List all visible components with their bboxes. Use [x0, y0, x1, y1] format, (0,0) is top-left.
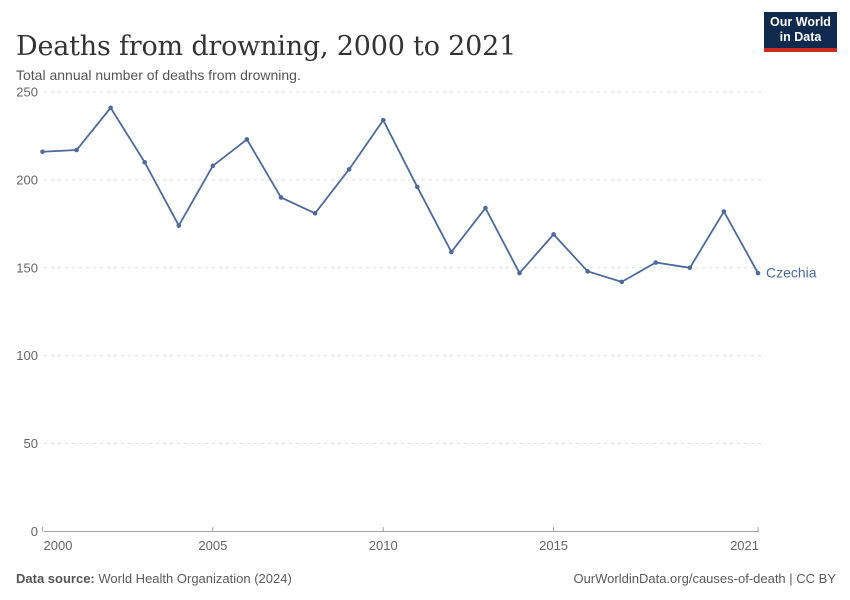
data-point[interactable] [278, 195, 284, 200]
series-czechia: Czechia [40, 105, 817, 285]
y-tick-label: 150 [16, 260, 38, 275]
data-point[interactable] [312, 211, 318, 216]
data-point[interactable] [483, 205, 488, 211]
data-source: Data source: World Health Organization (… [16, 571, 292, 586]
owid-logo[interactable]: Our World in Data [764, 12, 837, 52]
x-tick-label: 2010 [369, 538, 398, 553]
x-tick-label: 2015 [539, 538, 568, 553]
y-tick-label: 50 [24, 436, 38, 451]
y-tick-label: 250 [16, 85, 38, 100]
data-point[interactable] [449, 249, 454, 255]
data-point[interactable] [517, 270, 522, 276]
x-axis [42, 527, 759, 532]
y-tick-label: 100 [16, 348, 38, 363]
data-point[interactable] [687, 265, 693, 271]
data-point[interactable] [755, 270, 761, 276]
data-point[interactable] [346, 167, 352, 172]
x-tick-label: 2000 [44, 538, 73, 553]
data-point[interactable] [551, 232, 556, 237]
data-source-label: Data source: [16, 571, 95, 586]
data-source-text: World Health Organization (2024) [94, 571, 292, 586]
x-tick-label: 2005 [198, 538, 227, 553]
y-axis-labels: 0 50 100 150 200 250 [16, 85, 38, 540]
chart-footer: Data source: World Health Organization (… [0, 570, 850, 586]
data-point[interactable] [210, 163, 216, 169]
data-point[interactable] [721, 209, 727, 214]
x-axis-labels: 2000 2005 2010 2015 2021 [44, 538, 760, 553]
data-point[interactable] [585, 269, 590, 274]
data-point[interactable] [244, 137, 250, 142]
entity-label[interactable]: Czechia [766, 265, 817, 281]
attribution-link[interactable]: OurWorldinData.org/causes-of-death | CC … [573, 571, 836, 586]
data-point[interactable] [40, 149, 45, 155]
x-tick-label: 2021 [730, 538, 759, 553]
chart-subtitle: Total annual number of deaths from drown… [16, 67, 301, 83]
data-point[interactable] [108, 105, 113, 111]
data-point[interactable] [619, 279, 625, 285]
y-tick-label: 0 [31, 524, 38, 539]
series-line[interactable] [41, 106, 759, 283]
y-tick-label: 200 [16, 172, 38, 187]
data-point[interactable] [142, 160, 148, 165]
data-point[interactable] [74, 147, 79, 153]
owid-logo-line2: in Data [779, 30, 822, 44]
data-point[interactable] [653, 260, 659, 265]
data-point[interactable] [176, 223, 182, 228]
data-point[interactable] [380, 117, 386, 123]
data-point[interactable] [414, 184, 420, 190]
page-title: Deaths from drowning, 2000 to 2021 [16, 31, 517, 63]
y-gridlines [44, 91, 764, 445]
owid-logo-line1: Our World [770, 15, 831, 29]
